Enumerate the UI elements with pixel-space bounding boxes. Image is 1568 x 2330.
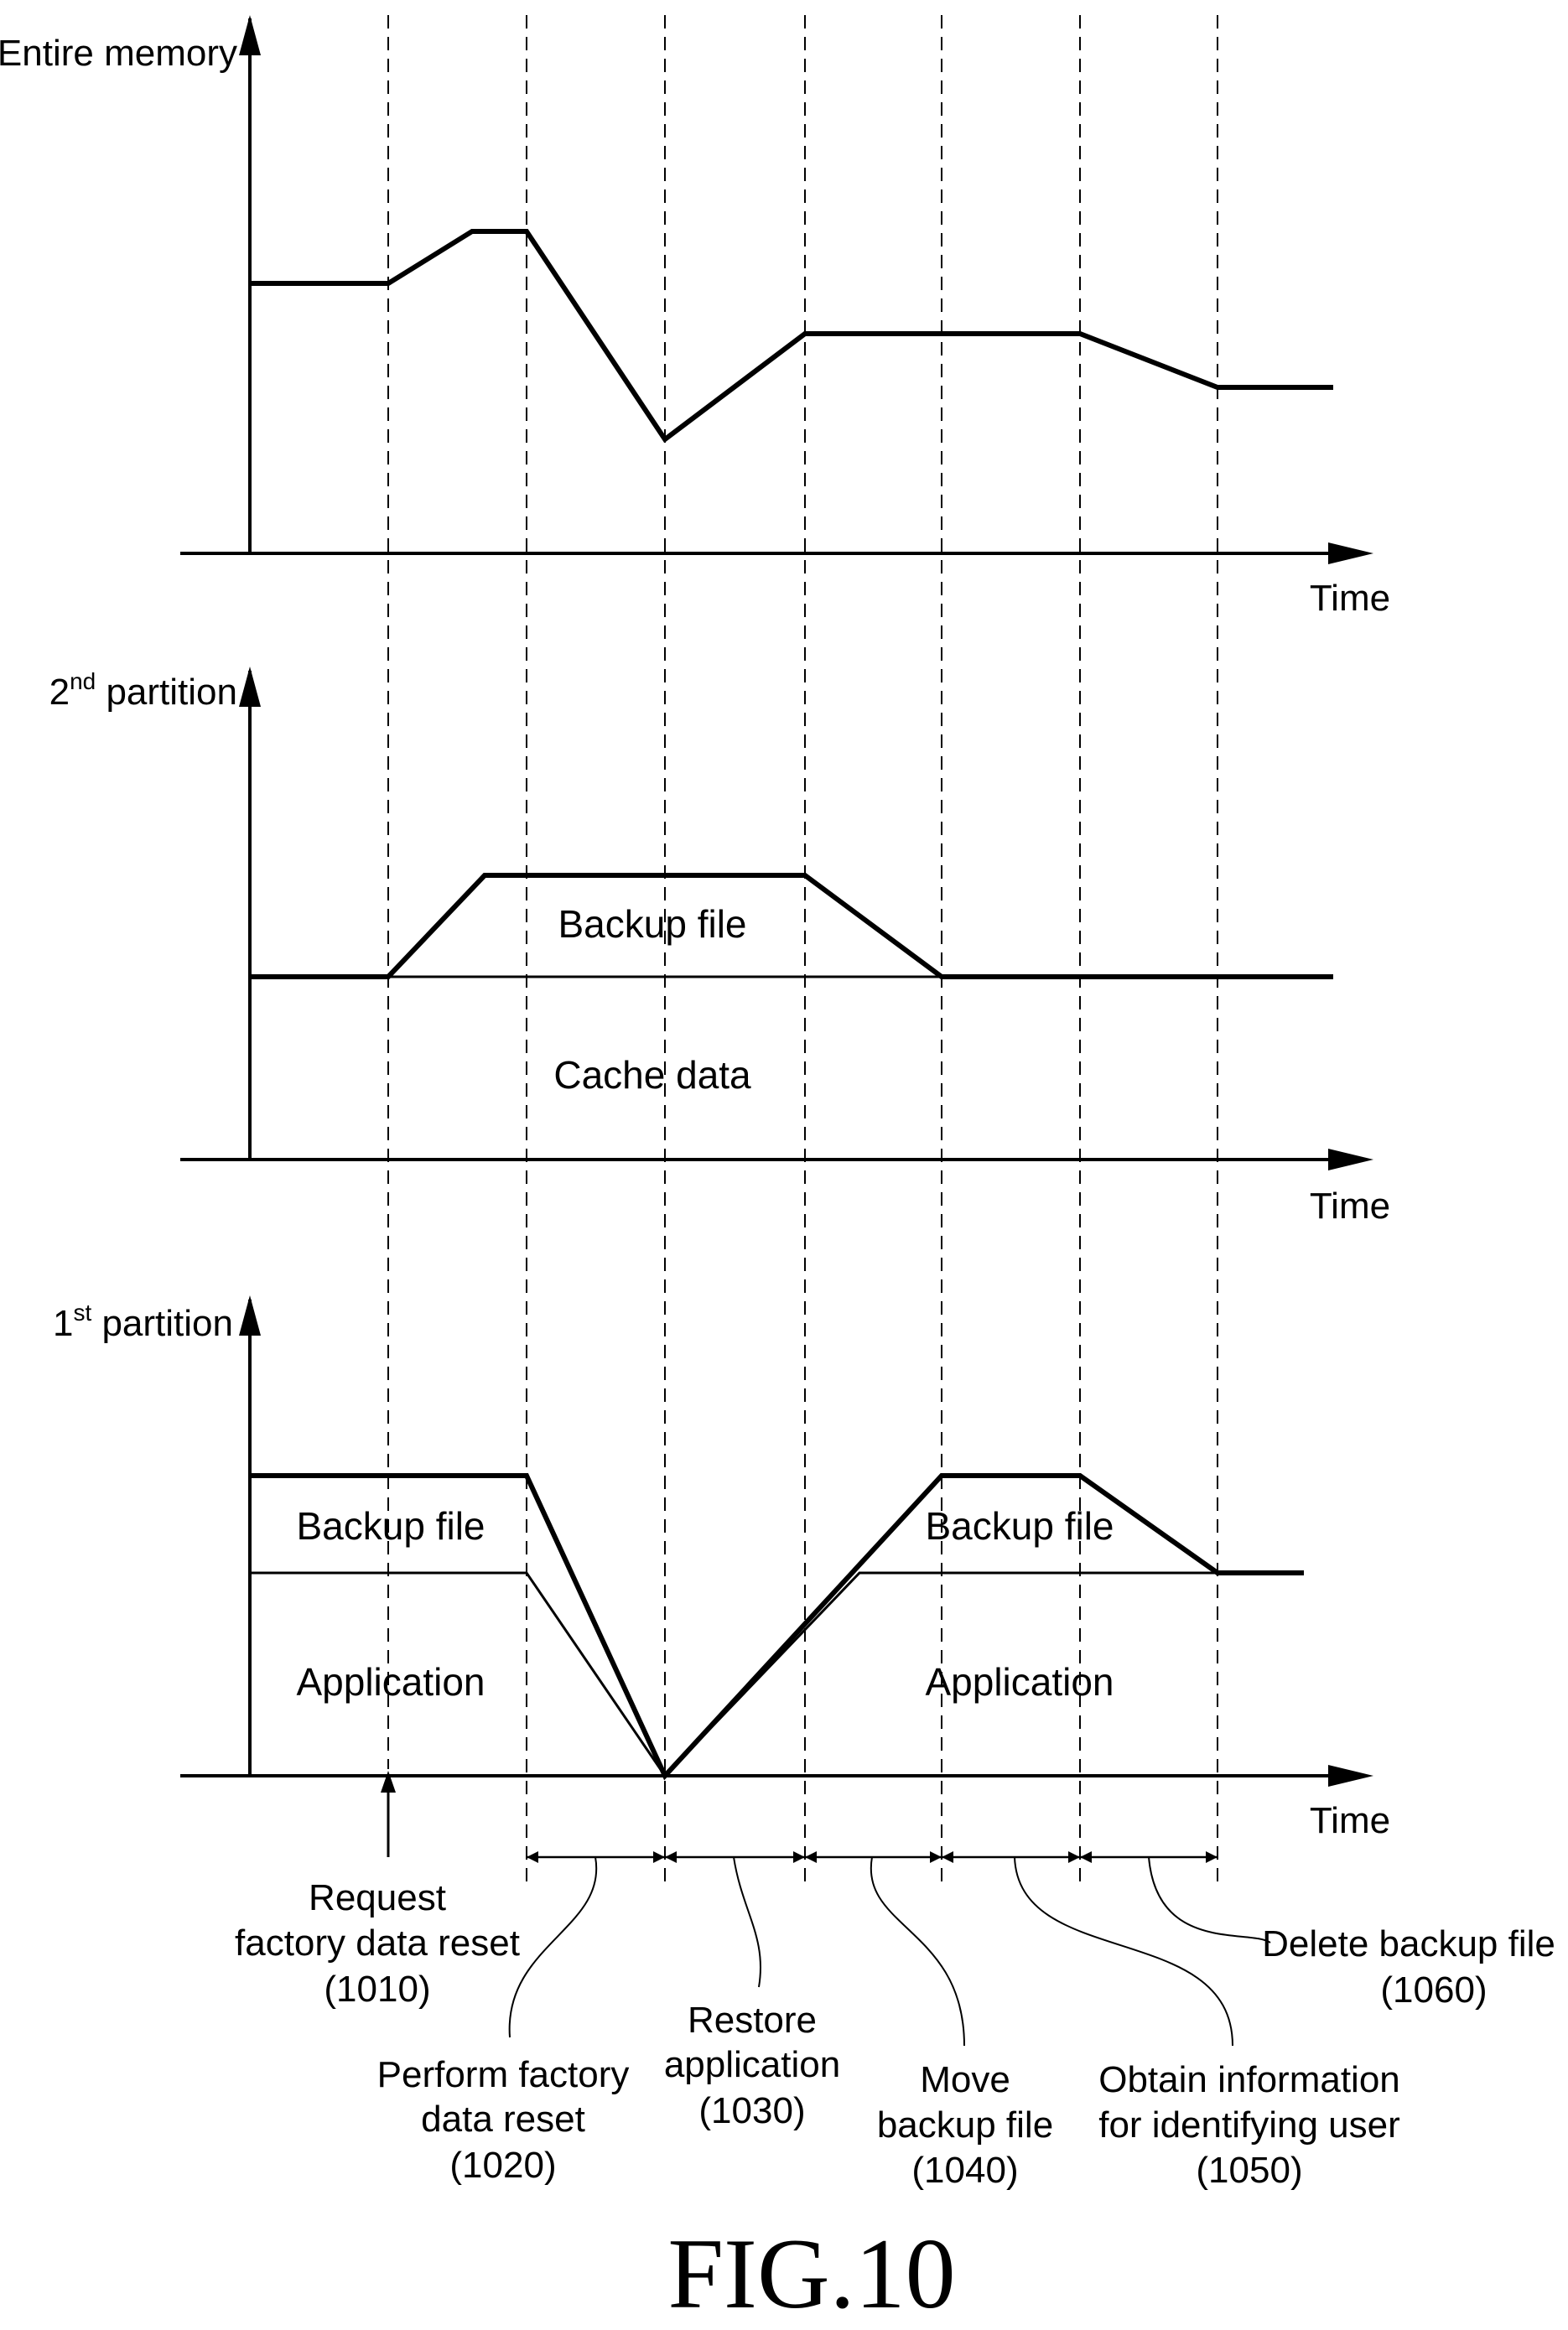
event-1020-ref: (1020) <box>449 2145 556 2186</box>
x-axis-arrowhead <box>1328 1149 1373 1170</box>
leader-1060 <box>1148 1856 1271 1943</box>
leader-1040 <box>870 1856 965 2047</box>
region-backup-file-right: Backup file <box>925 1504 1114 1548</box>
region-application-right: Application <box>925 1660 1114 1704</box>
leader-1020 <box>508 1856 598 2038</box>
x-axis-label: Time <box>1310 578 1390 619</box>
event-1050-line1: Obtain information <box>1098 2059 1400 2100</box>
event-1050-ref: (1050) <box>1196 2150 1302 2191</box>
event-1060-line1: Delete backup file <box>1262 1923 1555 1964</box>
event-1020-line1: Perform factory <box>377 2054 630 2095</box>
y-axis-arrowhead <box>239 1295 261 1336</box>
event-1030-line1: Restore <box>688 2000 817 2041</box>
y-axis-label: 2nd partition <box>49 668 237 713</box>
backup-file-curve <box>250 873 1333 979</box>
event-1030-line2: application <box>664 2044 840 2085</box>
x-axis-arrowhead <box>1328 542 1373 564</box>
request-arrowhead <box>381 1771 396 1793</box>
leader-1050 <box>1014 1856 1233 2047</box>
y-axis-label: Entire memory <box>0 33 237 74</box>
event-1040-ref: (1040) <box>911 2150 1018 2191</box>
event-labels: Request factory data reset (1010) Perfor… <box>235 1877 1555 2191</box>
y-axis-label: 1st partition <box>53 1300 233 1344</box>
region-backup-file: Backup file <box>558 902 746 946</box>
memory-curve <box>250 229 1333 444</box>
event-1030-ref: (1030) <box>698 2090 805 2131</box>
region-application-left: Application <box>296 1660 485 1704</box>
event-1040-line2: backup file <box>877 2104 1053 2146</box>
x-axis-label: Time <box>1310 1800 1390 1841</box>
y-axis-arrowhead <box>239 667 261 707</box>
event-1010-line2: factory data reset <box>235 1923 520 1964</box>
x-axis-label: Time <box>1310 1186 1390 1227</box>
time-markers <box>387 15 1218 1886</box>
panel-second-partition: 2nd partition Time Backup file Cache dat… <box>49 667 1390 1227</box>
first-partition-curve <box>250 1473 1304 1781</box>
event-1040-line1: Move <box>920 2059 1010 2100</box>
leader-lines <box>508 1856 1271 2047</box>
event-1060-ref: (1060) <box>1380 1969 1487 2011</box>
panel-first-partition: 1st partition Time Backup file Applicati… <box>53 1295 1390 1841</box>
region-cache-data: Cache data <box>553 1053 751 1097</box>
event-1020-line2: data reset <box>421 2099 585 2140</box>
event-1050-line2: for identifying user <box>1098 2104 1400 2146</box>
leader-1030 <box>733 1856 762 1988</box>
panel-entire-memory: Entire memory Time <box>0 15 1390 619</box>
x-axis-arrowhead <box>1328 1765 1373 1787</box>
y-axis-arrowhead <box>239 15 261 55</box>
region-backup-file-left: Backup file <box>296 1504 485 1548</box>
event-1010-line1: Request <box>309 1877 446 1918</box>
figure-label: FIG.10 <box>667 2218 955 2329</box>
event-1010-ref: (1010) <box>324 1969 430 2010</box>
